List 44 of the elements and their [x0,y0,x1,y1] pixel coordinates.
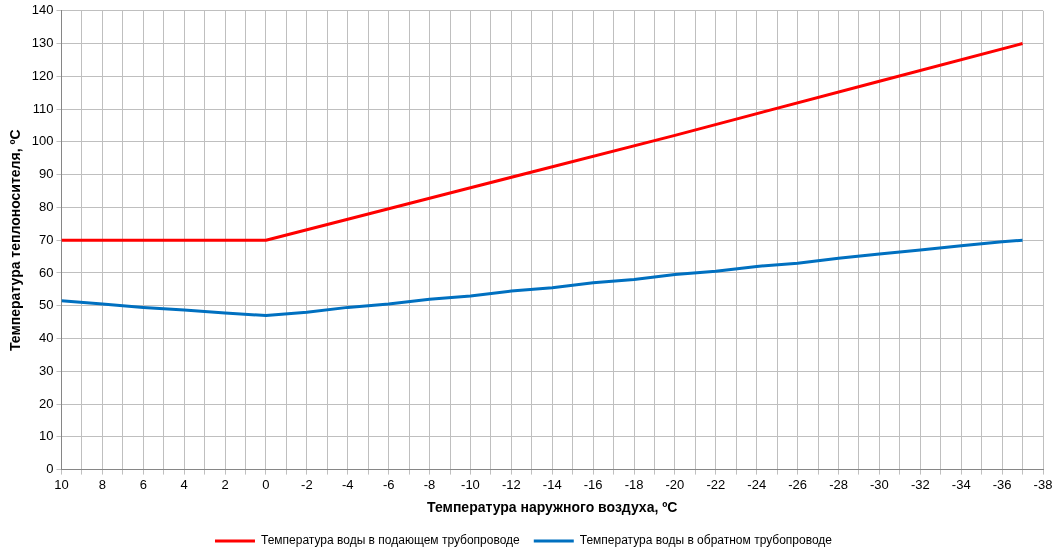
x-tick-label: 6 [139,476,147,492]
y-tick-label: 80 [39,199,54,215]
x-tick-label: -24 [747,476,767,492]
x-tick-label: -4 [341,476,354,492]
y-axis-title: Температура теплоносителя, ºC [7,129,24,352]
y-tick-label: 20 [39,395,54,411]
x-tick-label: -16 [583,476,603,492]
y-tick-label: 40 [39,330,54,346]
x-tick-label: 4 [180,476,188,492]
x-tick-label: -2 [301,476,313,492]
y-tick-label: 70 [39,231,54,247]
x-tick-label: -38 [1033,476,1053,492]
x-tick-label: -32 [910,476,930,492]
y-tick-label: 110 [32,100,54,116]
x-tick-label: -36 [992,476,1012,492]
x-tick-label: -6 [382,476,395,492]
x-tick-label: 8 [98,476,106,492]
x-tick-label: -28 [829,476,848,492]
x-tick-label: -10 [461,476,480,492]
x-tick-label: -14 [542,476,562,492]
x-tick-label: -18 [624,476,644,492]
y-tick-label: 120 [31,67,54,83]
x-tick-label: -30 [870,476,889,492]
x-tick-label: -8 [423,476,436,492]
x-tick-label: -22 [706,476,726,492]
y-tick-label: 60 [39,264,54,280]
legend-label: Температура воды в обратном трубопроводе [579,533,833,548]
legend-label: Температура воды в подающем трубопроводе [260,533,521,548]
y-tick-label: 130 [31,35,54,51]
x-axis-title: Температура наружного воздуха, ºC [427,499,678,516]
x-tick-label: -34 [951,476,971,492]
y-tick-label: 30 [39,362,54,378]
x-tick-label: 10 [54,476,69,492]
y-tick-label: 10 [39,428,54,444]
y-tick-label: 100 [31,133,54,149]
x-tick-label: 2 [221,476,229,492]
y-tick-label: 140 [31,2,54,18]
x-tick-label: -20 [665,476,685,492]
x-tick-label: 0 [262,476,270,492]
y-tick-label: 0 [46,461,54,477]
x-tick-label: -12 [501,476,521,492]
y-tick-label: 90 [39,166,54,182]
y-tick-label: 50 [39,297,54,313]
x-tick-label: -26 [788,476,808,492]
